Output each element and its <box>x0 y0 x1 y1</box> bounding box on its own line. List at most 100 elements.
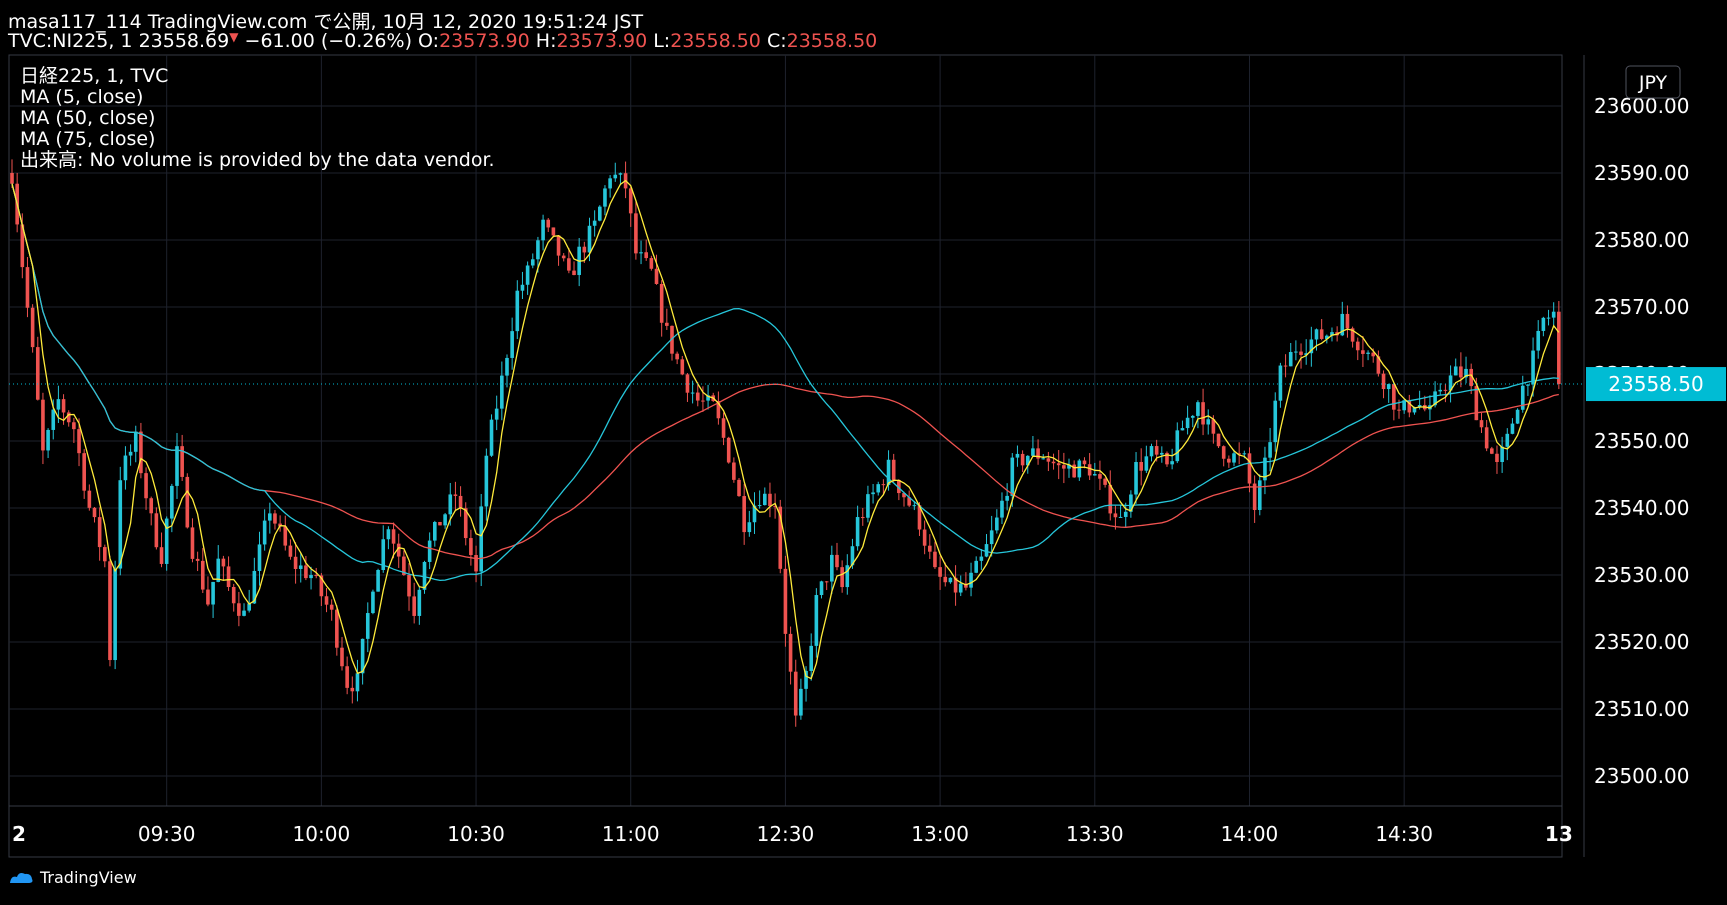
candle-body <box>139 431 143 474</box>
candle-body <box>82 453 86 491</box>
candle-body <box>1464 368 1468 378</box>
candle-body <box>799 688 803 716</box>
candle-body <box>273 513 277 524</box>
legend-ma5[interactable]: MA (5, close) <box>20 86 144 108</box>
candle-body <box>1474 386 1479 421</box>
candle-body <box>262 520 267 545</box>
candle-body <box>891 459 896 481</box>
candle-body <box>541 219 545 241</box>
candle-body <box>1505 433 1510 447</box>
candle-body <box>144 473 148 499</box>
legend-ma50[interactable]: MA (50, close) <box>20 107 156 129</box>
candle-body <box>608 178 612 189</box>
candle-body <box>979 556 984 561</box>
down-arrow-icon: ▼ <box>229 30 239 44</box>
candle-body <box>1062 465 1066 469</box>
candle-body <box>1407 400 1412 413</box>
candle-body <box>1340 313 1345 336</box>
y-tick-label: 23500.00 <box>1594 764 1689 788</box>
candle-body <box>1381 373 1386 390</box>
candle-body <box>768 493 772 507</box>
candle-body <box>1242 453 1247 455</box>
candle-body <box>221 558 226 567</box>
candle-body <box>175 446 179 486</box>
x-tick-label: 13:00 <box>911 822 969 846</box>
candle-body <box>1206 419 1211 425</box>
y-tick-label: 23530.00 <box>1594 563 1689 587</box>
candle-body <box>376 569 380 592</box>
candle-body <box>1459 366 1463 378</box>
y-tick-label: 23570.00 <box>1594 295 1689 319</box>
candle-body <box>66 412 71 423</box>
candle-body <box>35 347 40 400</box>
legend-volume[interactable]: 出来高: No volume is provided by the data v… <box>20 149 495 171</box>
candle-body <box>1123 511 1128 517</box>
candle-body <box>855 517 860 547</box>
candle-body <box>396 543 401 557</box>
candle-body <box>288 545 293 557</box>
candle-body <box>1263 457 1267 481</box>
candle-body <box>654 268 659 284</box>
candle-body <box>185 476 190 528</box>
price-tag-label: 23558.50 <box>1608 372 1703 396</box>
candle-body <box>10 173 14 184</box>
candle-body <box>1515 409 1520 424</box>
candle-body <box>695 392 700 401</box>
legend-ma75[interactable]: MA (75, close) <box>20 128 156 150</box>
candle-body <box>592 220 597 226</box>
candle-body <box>1056 463 1061 466</box>
candle-body <box>252 570 257 604</box>
candle-body <box>1092 474 1097 476</box>
low-value: 23558.50 <box>670 30 761 52</box>
candle-body <box>25 267 30 308</box>
candle-body <box>427 540 432 562</box>
candle-body <box>917 505 922 530</box>
candle-body <box>1510 423 1515 434</box>
candle-body <box>489 419 494 456</box>
candle-body <box>1036 448 1040 459</box>
candle-body <box>830 554 834 582</box>
legend-series[interactable]: 日経225, 1, TVC <box>20 65 169 87</box>
candle-body <box>613 174 618 179</box>
candle-body <box>1490 448 1494 454</box>
candle-body <box>72 422 76 430</box>
candle-body <box>551 227 556 236</box>
candle-body <box>969 572 973 588</box>
currency-label: JPY <box>1638 72 1668 94</box>
candle-body <box>850 546 855 566</box>
publish-info: masa117_114 TradingView.com で公開, 10月 12,… <box>8 11 644 33</box>
candle-body <box>706 395 710 401</box>
candle-body <box>1314 329 1319 340</box>
candle-body <box>649 258 654 269</box>
candle-body <box>1355 341 1360 351</box>
candle-body <box>1402 400 1406 411</box>
grid <box>9 55 1562 806</box>
candle-body <box>1448 375 1453 391</box>
candle-body <box>257 544 262 571</box>
candle-body <box>912 505 917 507</box>
candle-body <box>1149 446 1154 457</box>
candle-body <box>1433 391 1437 406</box>
candle-body <box>644 252 649 259</box>
candle-body <box>355 673 360 692</box>
candle-body <box>835 554 839 568</box>
candle-body <box>324 596 329 605</box>
last-price: 23558.69 <box>138 30 230 52</box>
candle-body <box>1392 384 1396 410</box>
candle-body <box>634 213 638 254</box>
candle-body <box>943 576 948 583</box>
ma75-line <box>11 183 1559 560</box>
candle-body <box>525 265 530 285</box>
high-value: 23573.90 <box>556 30 648 52</box>
moving-averages <box>11 179 1560 680</box>
candle-body <box>1325 335 1329 339</box>
ma50-line <box>11 183 1559 582</box>
candle-body <box>690 392 695 394</box>
footer-brand[interactable]: TradingView <box>8 868 137 887</box>
candle-body <box>391 529 396 544</box>
candle-body <box>1443 389 1448 391</box>
x-tick-label: 10:30 <box>447 822 505 846</box>
x-tick-label: 14:00 <box>1221 822 1279 846</box>
candle-body <box>128 451 133 456</box>
